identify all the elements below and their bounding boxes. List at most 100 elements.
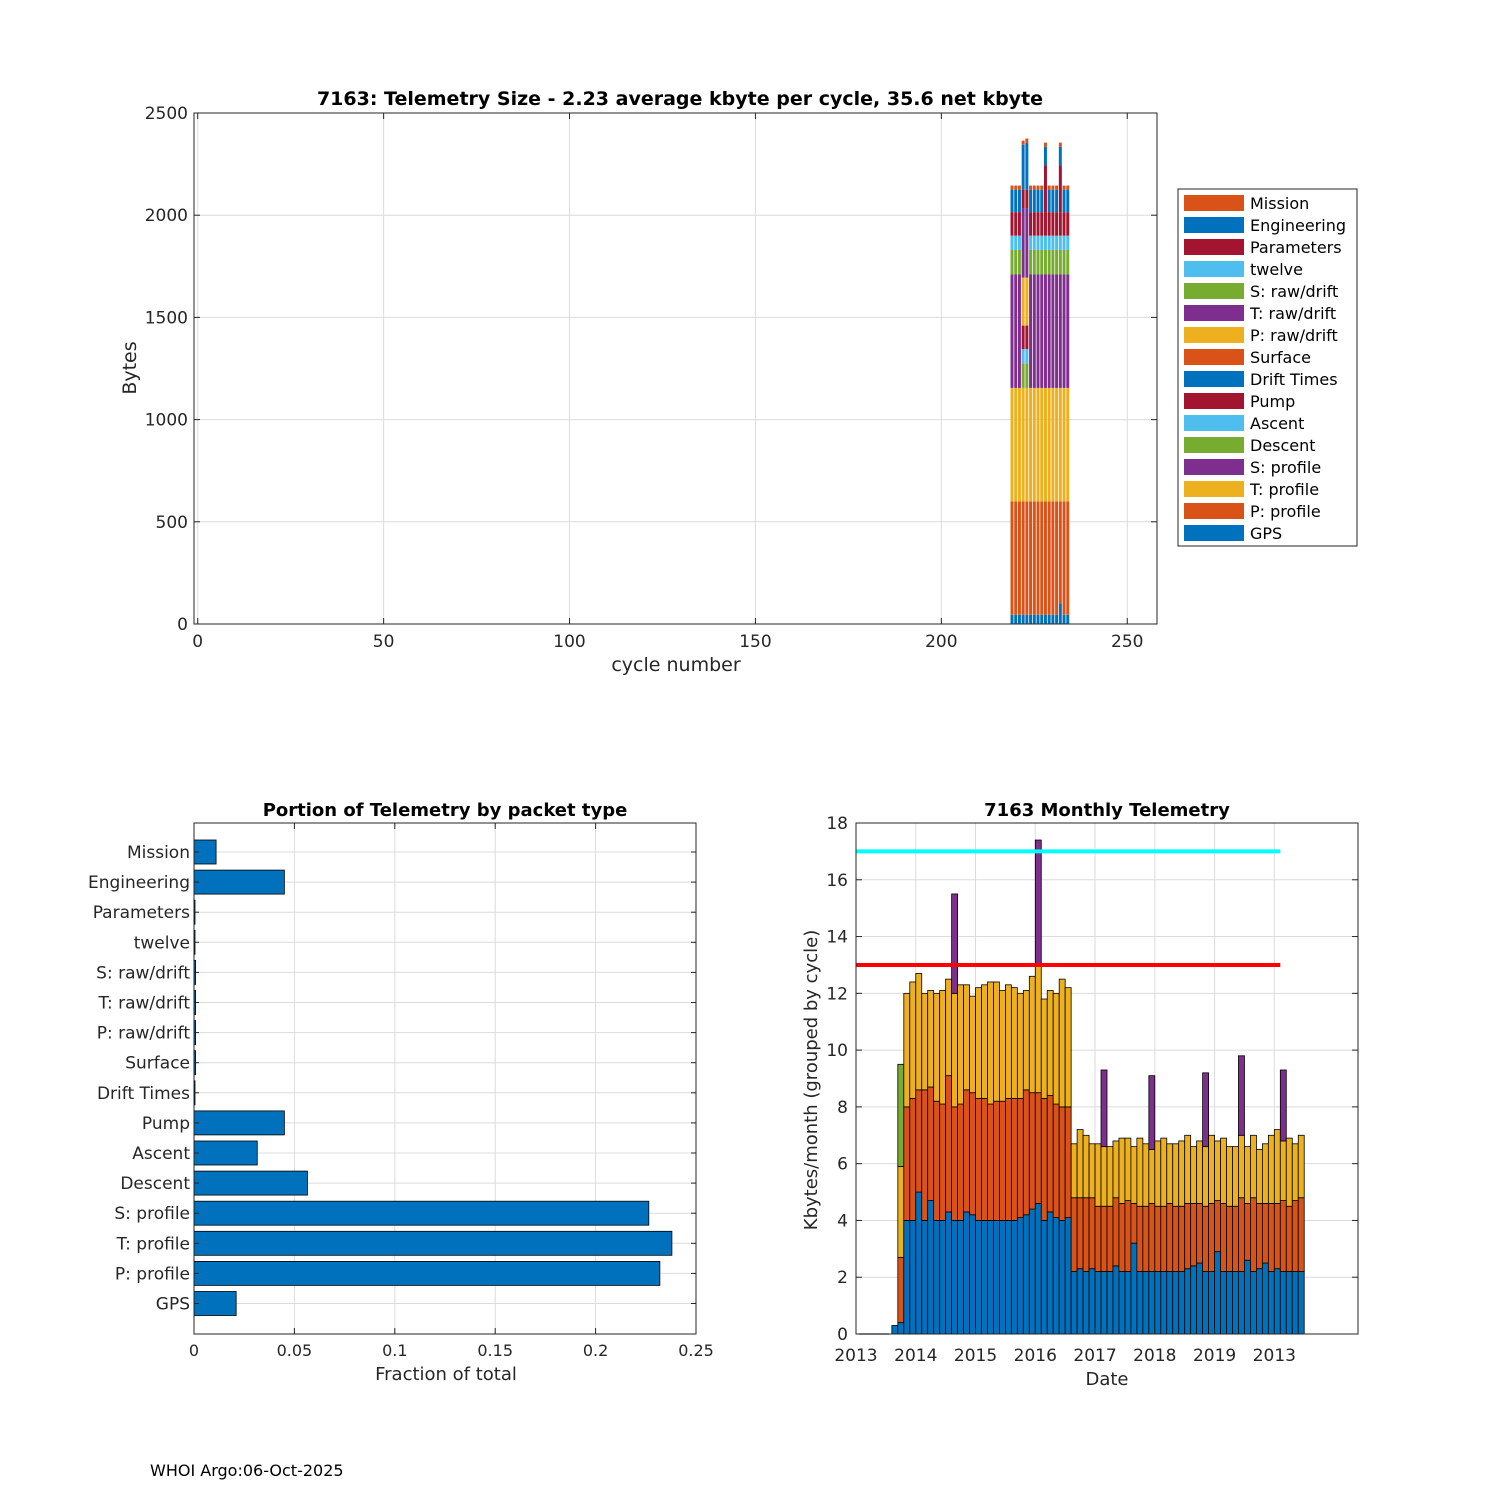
monthly-telemetry-bar-segment xyxy=(933,992,941,1102)
telemetry-size-bar-segment xyxy=(1025,614,1029,624)
monthly-telemetry-bar-segment xyxy=(1244,1146,1251,1204)
monthly-telemetry-bar-segment xyxy=(957,984,964,1105)
packet-portion-axes-box xyxy=(193,822,697,1335)
monthly-telemetry-bar-segment xyxy=(897,1322,905,1335)
telemetry-size-bar-segment xyxy=(1058,146,1062,166)
telemetry-size-ytick-label: 1000 xyxy=(145,411,188,431)
monthly-telemetry-bar-segment xyxy=(1190,1203,1198,1267)
telemetry-size-bar-segment xyxy=(1017,249,1021,275)
monthly-telemetry-bar-segment xyxy=(1172,1271,1180,1335)
telemetry-size-bar-segment xyxy=(1014,235,1018,250)
packet-portion-category-label: Mission xyxy=(127,843,190,863)
telemetry-size-bar-segment xyxy=(1010,387,1014,502)
monthly-telemetry-bar-segment xyxy=(1052,1103,1060,1219)
telemetry-size-bar-segment xyxy=(1047,614,1051,624)
monthly-telemetry-bar-segment xyxy=(1172,1143,1180,1207)
monthly-telemetry-bar-segment xyxy=(1226,1205,1233,1272)
packet-portion-category-label: Parameters xyxy=(93,903,190,923)
telemetry-size-bar-segment xyxy=(1032,387,1036,502)
packet-portion-category-label: Descent xyxy=(120,1174,190,1194)
monthly-telemetry-bar-segment xyxy=(969,995,976,1094)
monthly-telemetry-bar-segment xyxy=(987,1103,994,1221)
telemetry-size-bar-segment xyxy=(1062,501,1066,615)
telemetry-size-bar-segment xyxy=(1021,140,1025,145)
telemetry-size-bar-segment xyxy=(1025,189,1029,209)
telemetry-size-bar-segment xyxy=(1025,138,1029,143)
packet-portion-xtick-label: 0 xyxy=(189,1341,199,1360)
monthly-telemetry-bar-segment xyxy=(981,1220,988,1335)
telemetry-size-bar-segment xyxy=(1032,185,1036,190)
telemetry-size-bar-segment xyxy=(1055,185,1059,190)
monthly-telemetry-bar-segment xyxy=(1094,1143,1102,1207)
telemetry-size-bar-segment xyxy=(1014,189,1018,213)
legend-entry-label: Ascent xyxy=(1250,414,1304,433)
telemetry-size-bar-segment xyxy=(1010,274,1014,388)
telemetry-size-bar-segment xyxy=(1051,274,1055,388)
legend-entry-label: twelve xyxy=(1250,260,1303,279)
monthly-telemetry-bar-segment xyxy=(909,1097,917,1221)
monthly-telemetry-bar-segment xyxy=(1022,1089,1030,1216)
packet-portion-category-label: twelve xyxy=(134,933,190,953)
packet-portion-category-label: T: raw/drift xyxy=(97,994,190,1014)
telemetry-size-bar-segment xyxy=(1010,614,1014,624)
packet-portion-bar xyxy=(193,1200,650,1226)
monthly-telemetry-bar-segment xyxy=(1100,1146,1108,1207)
monthly-telemetry-bar-segment xyxy=(1082,1197,1090,1272)
monthly-telemetry-bar-segment xyxy=(1064,1106,1072,1219)
monthly-telemetry-bar-segment xyxy=(915,1089,923,1193)
packet-portion-bar xyxy=(193,1291,237,1316)
monthly-telemetry-bar-segment xyxy=(1052,1217,1060,1335)
monthly-telemetry-bar-segment xyxy=(1238,1134,1245,1199)
telemetry-size-bar-segment xyxy=(1040,614,1044,624)
telemetry-size-xtick-label: 150 xyxy=(739,632,771,652)
telemetry-size-bar-segment xyxy=(1040,249,1044,275)
telemetry-size-bar-segment xyxy=(1010,501,1014,615)
monthly-telemetry-bar-segment xyxy=(981,1097,988,1221)
monthly-telemetry-bar-segment xyxy=(1046,1211,1054,1335)
telemetry-size-bar-segment xyxy=(1029,235,1033,250)
monthly-telemetry-bar-segment xyxy=(999,990,1006,1102)
monthly-telemetry-bar-segment xyxy=(1148,1149,1156,1204)
legend-entry-label: Surface xyxy=(1250,348,1311,367)
monthly-telemetry-xtick-label: 2019 xyxy=(1193,1346,1236,1366)
monthly-telemetry-bar-segment xyxy=(1256,1149,1263,1204)
legend-swatch xyxy=(1184,371,1244,387)
monthly-telemetry-bar-segment xyxy=(897,1063,905,1167)
packet-portion-bar xyxy=(193,1261,661,1286)
monthly-telemetry-bar-segment xyxy=(999,1100,1006,1221)
telemetry-size-bar-segment xyxy=(1058,387,1062,502)
telemetry-size-bar-segment xyxy=(1066,501,1070,615)
monthly-telemetry-bar-segment xyxy=(1291,1271,1299,1335)
telemetry-size-bar-segment xyxy=(1043,212,1047,236)
legend-swatch xyxy=(1184,459,1244,475)
legend-entry-label: Descent xyxy=(1250,436,1316,455)
telemetry-size-bar-segment xyxy=(1040,501,1044,615)
telemetry-size-bar-segment xyxy=(1029,274,1033,388)
telemetry-size-bar-segment xyxy=(1055,501,1059,615)
telemetry-size-bar-segment xyxy=(1029,189,1033,213)
monthly-telemetry-bar-segment xyxy=(1261,1203,1269,1264)
monthly-telemetry-bar-segment xyxy=(1196,1203,1204,1264)
telemetry-size-bar-segment xyxy=(1025,142,1029,190)
telemetry-size-bar-segment xyxy=(1066,212,1070,236)
monthly-telemetry-bar-segment xyxy=(1279,1140,1287,1201)
telemetry-size-bar-segment xyxy=(1025,501,1029,615)
monthly-telemetry-bar-segment xyxy=(1202,1205,1209,1272)
telemetry-size-xtick-label: 0 xyxy=(192,632,203,652)
telemetry-size-bar-segment xyxy=(1014,274,1018,388)
telemetry-size-bar-segment xyxy=(1062,189,1066,213)
telemetry-size-title: 7163: Telemetry Size - 2.23 average kbyt… xyxy=(317,88,1043,110)
monthly-telemetry-bar-segment xyxy=(927,1086,935,1201)
monthly-telemetry-bar-segment xyxy=(993,1100,1000,1221)
legend-entry-label: GPS xyxy=(1250,524,1282,543)
telemetry-size-bar-segment xyxy=(1066,189,1070,213)
monthly-telemetry-bar-segment xyxy=(1285,1271,1293,1335)
telemetry-size-bar-segment xyxy=(1010,212,1014,236)
monthly-telemetry-bar-segment xyxy=(1088,1143,1096,1199)
packet-portion-bar xyxy=(193,1110,285,1136)
telemetry-size-bar-segment xyxy=(1055,235,1059,250)
telemetry-size-bar-segment xyxy=(1036,185,1040,190)
monthly-telemetry-bar-segment xyxy=(1148,1271,1156,1335)
monthly-telemetry-bar-segment xyxy=(1208,1271,1215,1335)
monthly-telemetry-bar-segment xyxy=(1052,992,1060,1105)
